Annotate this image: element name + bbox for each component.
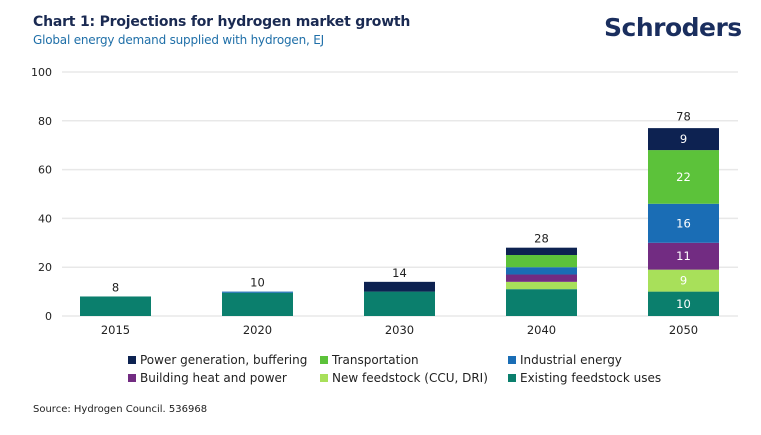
legend-item-industrial-energy: Industrial energy (508, 353, 622, 367)
legend-label: Power generation, buffering (140, 353, 308, 367)
x-axis-ticks: 2015 2020 2030 2040 2050 (101, 323, 698, 337)
legend-label: Transportation (332, 353, 419, 367)
bar-total-label: 28 (534, 232, 549, 246)
segment-value-label: 10 (676, 297, 691, 311)
legend-swatch (128, 374, 136, 382)
bar-segment (364, 291, 435, 316)
gridlines (62, 71, 738, 317)
bar-segment (364, 281, 435, 292)
y-tick-label: 0 (45, 310, 52, 323)
legend-swatch (320, 374, 328, 382)
bar-segment (648, 203, 719, 243)
bar-segment (506, 267, 577, 275)
segment-value-label: 11 (676, 249, 691, 263)
bar-total-label: 8 (112, 280, 119, 294)
bar-segment (648, 269, 719, 292)
legend-item-building-heat: Building heat and power (128, 371, 287, 385)
legend-label: Industrial energy (520, 353, 622, 367)
segment-value-label: 9 (680, 274, 687, 288)
bar-total-label: 10 (250, 276, 265, 290)
bar-segment (222, 291, 293, 293)
legend-label: Building heat and power (140, 371, 287, 385)
bar-segment (506, 247, 577, 255)
source-note: Source: Hydrogen Council. 536968 (33, 404, 208, 415)
segment-value-label: 16 (676, 216, 691, 230)
legend-swatch (508, 356, 516, 364)
chart-title: Chart 1: Projections for hydrogen market… (33, 14, 411, 30)
bar-segment (648, 128, 719, 151)
y-tick-label: 100 (31, 66, 52, 79)
segment-value-label: 9 (680, 132, 687, 146)
y-tick-label: 20 (38, 261, 52, 274)
y-tick-label: 40 (38, 212, 52, 225)
bars: 8 10 14 28 10 9 11 16 22 9 78 (80, 110, 719, 316)
bar-segment (80, 296, 151, 316)
y-axis-ticks: 0 20 40 60 80 100 (31, 66, 52, 323)
segment-value-label: 22 (676, 170, 691, 184)
legend-item-transportation: Transportation (320, 353, 419, 367)
legend-item-new-feedstock: New feedstock (CCU, DRI) (320, 371, 488, 385)
bar-segment (222, 292, 293, 316)
bar-segment (648, 150, 719, 204)
y-tick-label: 60 (38, 164, 52, 177)
legend-label: Existing feedstock uses (520, 371, 662, 385)
bar-segment (648, 291, 719, 316)
bar-segment (506, 289, 577, 316)
legend-swatch (508, 374, 516, 382)
bar-segment (506, 274, 577, 282)
y-tick-label: 80 (38, 115, 52, 128)
legend-swatch (128, 356, 136, 364)
chart-subtitle: Global energy demand supplied with hydro… (33, 33, 324, 47)
x-tick-label: 2015 (101, 323, 130, 337)
legend-swatch (320, 356, 328, 364)
bar-segment (506, 255, 577, 268)
bar-segment (648, 242, 719, 270)
legend-item-existing-feedstock: Existing feedstock uses (508, 371, 661, 385)
bar-total-label: 14 (392, 266, 407, 280)
x-tick-label: 2050 (669, 323, 698, 337)
bar-segment (506, 281, 577, 290)
x-tick-label: 2020 (243, 323, 272, 337)
legend-item-power-generation: Power generation, buffering (128, 353, 307, 367)
x-tick-label: 2030 (385, 323, 414, 337)
schroders-logo: Schroders (604, 13, 742, 42)
bar-total-label: 78 (676, 110, 691, 124)
legend-label: New feedstock (CCU, DRI) (332, 371, 488, 385)
x-tick-label: 2040 (527, 323, 556, 337)
